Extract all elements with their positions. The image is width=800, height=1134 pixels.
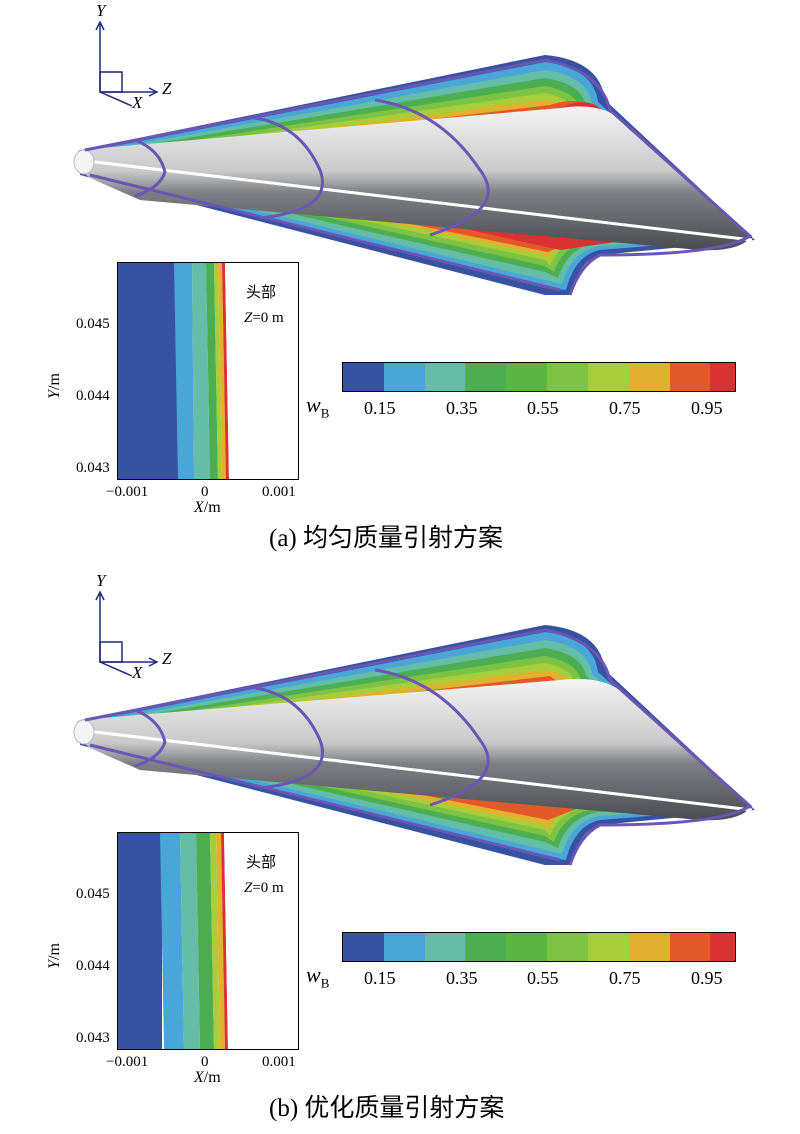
- colorbar-swatch: [424, 933, 466, 961]
- colorbar-tick: 0.75: [609, 968, 641, 988]
- inset-y-tick: 0.044: [76, 388, 110, 404]
- triad-z-label: Z: [162, 649, 172, 668]
- inset-note-head: 头部: [246, 283, 277, 301]
- triad-z-label: Z: [162, 79, 172, 98]
- vehicle-body: [76, 678, 752, 821]
- colorbar-tick: 0.55: [527, 398, 559, 418]
- colorbar-swatch: [628, 363, 670, 391]
- section-contours: [84, 58, 753, 296]
- colorbar-swatch: [547, 933, 588, 961]
- colorbar-swatch: [465, 363, 507, 391]
- colorbar-swatch: [628, 933, 670, 961]
- triad-x-label: X: [132, 663, 143, 682]
- inset-plot-a: 头部 Z=0 m: [117, 262, 299, 480]
- colorbar-swatch: [587, 363, 629, 391]
- colorbar-swatch: [383, 363, 425, 391]
- colorbar-a: [342, 362, 736, 392]
- inset-y-tick: 0.045: [76, 886, 110, 902]
- triad-x-label: X: [132, 93, 143, 112]
- inset-contours: [118, 263, 298, 479]
- inset-x-label: X/m: [194, 1069, 221, 1086]
- colorbar-swatch: [424, 363, 466, 391]
- colorbar-label: wB: [306, 392, 330, 421]
- colorbar-tick: 0.95: [691, 398, 723, 418]
- inset-note-z: Z=0 m: [244, 310, 284, 326]
- colorbar-swatch: [506, 363, 548, 391]
- inset-x-tick: −0.001: [106, 1054, 149, 1070]
- axes-triad: [95, 590, 159, 677]
- section-contours: [84, 628, 753, 866]
- colorbar-swatch: [343, 933, 384, 961]
- inset-x-tick: 0.001: [262, 1054, 296, 1070]
- colorbar-tick: 0.55: [527, 968, 559, 988]
- waverider-contour-plot-a: [73, 20, 755, 296]
- triad-y-label: Y: [96, 1, 106, 20]
- triad-y-label: Y: [96, 571, 106, 590]
- inset-y-tick: 0.043: [76, 460, 110, 476]
- colorbar-tick: 0.75: [609, 398, 641, 418]
- colorbar-swatch: [669, 363, 711, 391]
- colorbar-swatch: [506, 933, 548, 961]
- colorbar-swatch: [669, 933, 711, 961]
- x-axis-arrow: [99, 91, 133, 107]
- inset-y-tick: 0.043: [76, 1030, 110, 1046]
- body-highlight: [77, 728, 753, 812]
- inset-x-tick: 0: [201, 1054, 209, 1070]
- inset-y-label: Y/m: [45, 943, 63, 969]
- inset-x-tick: −0.001: [106, 484, 149, 500]
- colorbar-swatch: [547, 363, 588, 391]
- inset-y-tick: 0.044: [76, 958, 110, 974]
- colorbar-tick: 0.15: [364, 968, 396, 988]
- nose-tip: [73, 719, 95, 745]
- inset-note-z: Z=0 m: [244, 880, 284, 896]
- inset-x-tick: 0.001: [262, 484, 296, 500]
- nose-tip: [73, 149, 95, 175]
- colorbar-swatch: [587, 933, 629, 961]
- body-highlight: [77, 158, 753, 242]
- inset-y-tick: 0.045: [76, 316, 110, 332]
- colorbar-tick: 0.35: [446, 968, 478, 988]
- panel-a: Y Z X 头部 Z=0 m 0.045 0.044 0.043 Y/m −0.…: [0, 0, 800, 564]
- inset-plot-b: 头部 Z=0 m: [117, 832, 299, 1050]
- colorbar-tick: 0.95: [691, 968, 723, 988]
- x-axis-arrow: [99, 661, 133, 677]
- inset-x-tick: 0: [201, 484, 209, 500]
- colorbar-swatch: [383, 933, 425, 961]
- colorbar-b: [342, 932, 736, 962]
- colorbar-swatch: [710, 933, 735, 961]
- axes-triad: [95, 20, 159, 107]
- inset-contours: [118, 833, 298, 1049]
- colorbar-label: wB: [306, 962, 330, 991]
- colorbar-swatch: [710, 363, 735, 391]
- colorbar-swatch: [343, 363, 384, 391]
- colorbar-swatch: [465, 933, 507, 961]
- caption-b: (b) 优化质量引射方案: [269, 1095, 505, 1122]
- inset-note-head: 头部: [246, 853, 277, 871]
- colorbar-tick: 0.15: [364, 398, 396, 418]
- vehicle-body: [76, 106, 752, 251]
- inset-y-label: Y/m: [45, 373, 63, 399]
- panel-b: Y Z X 头部 Z=0 m 0.045 0.044 0.043 Y/m −0.…: [0, 570, 800, 1134]
- waverider-contour-plot-b: [73, 590, 755, 866]
- inset-x-label: X/m: [194, 499, 221, 516]
- caption-a: (a) 均匀质量引射方案: [269, 525, 503, 552]
- colorbar-tick: 0.35: [446, 398, 478, 418]
